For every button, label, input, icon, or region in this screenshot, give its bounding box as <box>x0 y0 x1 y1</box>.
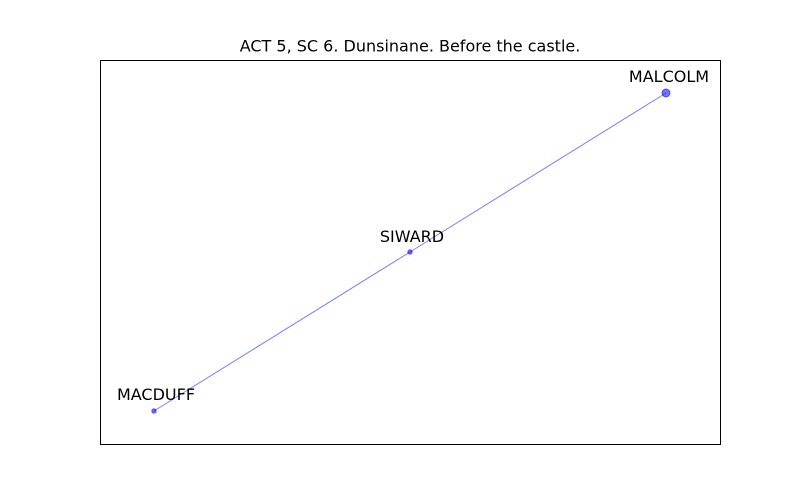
edge-malcolm-siward <box>409 92 667 253</box>
node-label-macduff: MACDUFF <box>117 385 195 404</box>
node-malcolm <box>661 88 671 98</box>
labels-layer: MALCOLM SIWARD MACDUFF <box>117 67 709 404</box>
plot-frame <box>100 60 721 445</box>
edge-siward-macduff <box>153 251 411 412</box>
edges-layer <box>153 92 667 412</box>
chart-title: ACT 5, SC 6. Dunsinane. Before the castl… <box>240 37 581 56</box>
node-label-siward: SIWARD <box>380 227 444 246</box>
node-macduff <box>151 408 157 414</box>
nodes-layer <box>151 88 671 414</box>
node-label-malcolm: MALCOLM <box>629 67 709 86</box>
node-siward <box>407 249 413 255</box>
